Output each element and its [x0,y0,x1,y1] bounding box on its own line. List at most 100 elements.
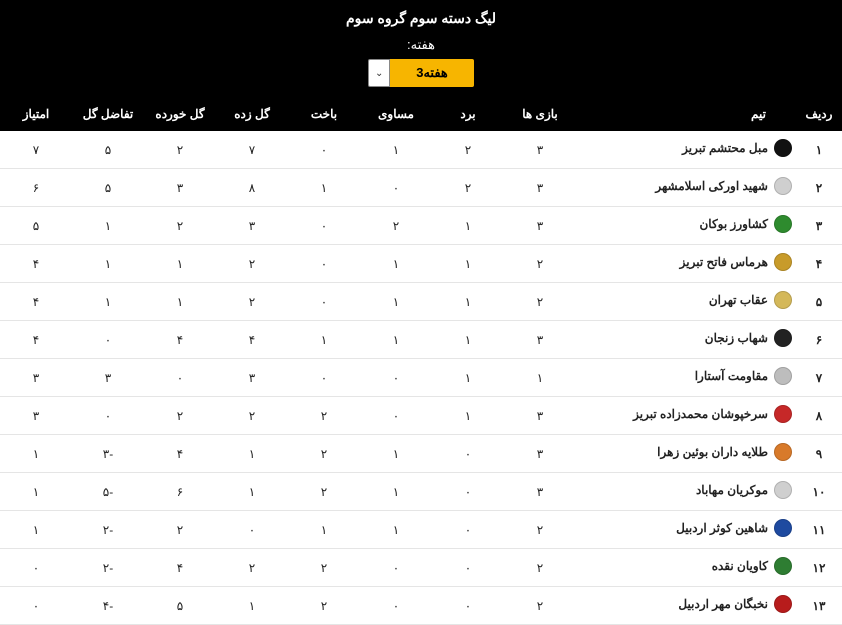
col-won: برد [432,97,504,131]
ga-cell: ۰ [144,359,216,397]
played-cell: ۲ [504,549,576,587]
col-gd: تفاضل گل [72,97,144,131]
gf-cell: ۲ [216,549,288,587]
table-row: ۱۰موکریان مهاباد۳۰۱۲۱۶-۵۱ [0,473,842,511]
team-logo-icon [774,405,792,423]
pts-cell: ۵ [0,207,72,245]
pts-cell: ۱ [0,511,72,549]
rank-cell: ۲ [796,169,842,207]
table-row: ۶شهاب زنجان۳۱۱۱۴۴۰۴ [0,321,842,359]
played-cell: ۳ [504,131,576,169]
col-gf: گل زده [216,97,288,131]
team-name: مبل محتشم تبریز [682,141,768,155]
week-value: هفته3 [390,59,474,87]
won-cell: ۱ [432,321,504,359]
team-cell: شاهین کوثر اردبیل [576,511,796,549]
team-name: شاهین کوثر اردبیل [676,521,768,535]
draw-cell: ۱ [360,321,432,359]
gf-cell: ۷ [216,131,288,169]
rank-cell: ۱۱ [796,511,842,549]
draw-cell: ۱ [360,435,432,473]
won-cell: ۱ [432,207,504,245]
played-cell: ۲ [504,245,576,283]
team-name: سرخپوشان محمدزاده تبریز [633,407,768,421]
gd-cell: ۱ [72,283,144,321]
won-cell: ۰ [432,435,504,473]
pts-cell: ۴ [0,321,72,359]
team-logo-icon [774,329,792,347]
pts-cell: ۷ [0,131,72,169]
ga-cell: ۲ [144,207,216,245]
table-row: ۷مقاومت آستارا۱۱۰۰۳۰۳۳ [0,359,842,397]
rank-cell: ۴ [796,245,842,283]
league-title: لیگ دسته سوم گروه سوم [0,10,842,27]
lost-cell: ۲ [288,435,360,473]
lost-cell: ۰ [288,359,360,397]
chevron-down-icon[interactable]: ⌄ [368,59,390,87]
lost-cell: ۲ [288,587,360,625]
table-row: ۱۲کاویان نقده۲۰۰۲۲۴-۲۰ [0,549,842,587]
draw-cell: ۰ [360,169,432,207]
team-logo-icon [774,595,792,613]
gf-cell: ۱ [216,435,288,473]
played-cell: ۳ [504,321,576,359]
ga-cell: ۲ [144,131,216,169]
draw-cell: ۱ [360,283,432,321]
table-row: ۵عقاب تهران۲۱۱۰۲۱۱۴ [0,283,842,321]
week-selector[interactable]: ⌄ هفته3 [368,59,474,87]
team-name: نخبگان مهر اردبیل [678,597,768,611]
draw-cell: ۱ [360,131,432,169]
team-logo-icon [774,291,792,309]
team-cell: مقاومت آستارا [576,359,796,397]
lost-cell: ۲ [288,549,360,587]
won-cell: ۰ [432,549,504,587]
draw-cell: ۰ [360,359,432,397]
rank-cell: ۱۲ [796,549,842,587]
draw-cell: ۰ [360,397,432,435]
gf-cell: ۲ [216,245,288,283]
team-cell: مبل محتشم تبریز [576,131,796,169]
team-cell: هرماس فاتح تبریز [576,245,796,283]
draw-cell: ۱ [360,245,432,283]
gd-cell: ۳ [72,359,144,397]
gd-cell: ۵ [72,169,144,207]
played-cell: ۲ [504,283,576,321]
draw-cell: ۲ [360,207,432,245]
team-logo-icon [774,367,792,385]
draw-cell: ۰ [360,549,432,587]
pts-cell: ۴ [0,283,72,321]
gd-cell: ۰ [72,397,144,435]
lost-cell: ۰ [288,245,360,283]
won-cell: ۱ [432,245,504,283]
pts-cell: ۳ [0,359,72,397]
pts-cell: ۰ [0,587,72,625]
table-row: ۱۳نخبگان مهر اردبیل۲۰۰۲۱۵-۴۰ [0,587,842,625]
gd-cell: -۵ [72,473,144,511]
table-row: ۹طلایه داران بوئین زهرا۳۰۱۲۱۴-۳۱ [0,435,842,473]
table-row: ۸سرخپوشان محمدزاده تبریز۳۱۰۲۲۲۰۳ [0,397,842,435]
team-logo-icon [774,443,792,461]
played-cell: ۳ [504,169,576,207]
gf-cell: ۰ [216,511,288,549]
won-cell: ۲ [432,169,504,207]
team-name: موکریان مهاباد [696,483,768,497]
rank-cell: ۹ [796,435,842,473]
played-cell: ۳ [504,207,576,245]
team-logo-icon [774,519,792,537]
ga-cell: ۴ [144,321,216,359]
won-cell: ۰ [432,511,504,549]
gd-cell: ۵ [72,131,144,169]
pts-cell: ۴ [0,245,72,283]
played-cell: ۳ [504,435,576,473]
team-name: مقاومت آستارا [695,369,768,383]
ga-cell: ۲ [144,397,216,435]
team-name: کاویان نقده [712,559,768,573]
pts-cell: ۱ [0,473,72,511]
rank-cell: ۱۳ [796,587,842,625]
gf-cell: ۱ [216,473,288,511]
team-logo-icon [774,557,792,575]
lost-cell: ۱ [288,321,360,359]
team-cell: شهاب زنجان [576,321,796,359]
team-name: هرماس فاتح تبریز [680,255,768,269]
won-cell: ۱ [432,397,504,435]
